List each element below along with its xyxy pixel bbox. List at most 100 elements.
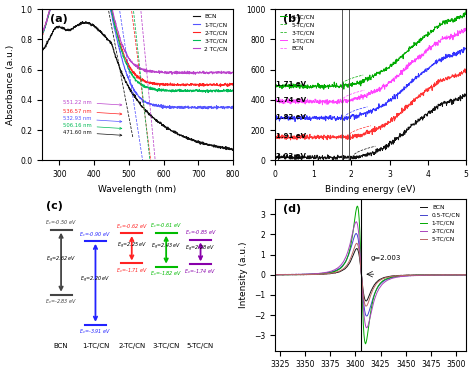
Text: 1.91 eV: 1.91 eV xyxy=(276,133,306,139)
Text: 1-TC/CN: 1-TC/CN xyxy=(82,343,109,349)
BCN xyxy=(363,298,369,303)
Text: (c): (c) xyxy=(46,201,63,211)
5-TC/CN xyxy=(462,26,468,30)
2-TC/CN xyxy=(155,82,161,86)
Text: $E_v$=-2.83 eV: $E_v$=-2.83 eV xyxy=(45,297,77,306)
Text: 551.22 nm: 551.22 nm xyxy=(63,100,122,106)
Text: $E_g$=2.28 eV: $E_g$=2.28 eV xyxy=(185,244,216,254)
3-TC/CN xyxy=(161,88,167,93)
2-TC/CN xyxy=(385,278,391,282)
2-TC/CN xyxy=(204,82,210,86)
1-TC/CN xyxy=(214,107,219,111)
2 TC/CN xyxy=(184,69,190,74)
2-TC/CN xyxy=(400,53,406,57)
X-axis label: Binding energy (eV): Binding energy (eV) xyxy=(325,185,416,194)
BCN xyxy=(462,92,467,96)
2 TC/CN xyxy=(204,70,210,75)
2 TC/CN xyxy=(230,70,236,74)
2-TC/CN xyxy=(306,272,311,276)
5-TC/CN xyxy=(272,272,278,277)
2-TC/CN xyxy=(321,87,327,92)
3-TC/CN xyxy=(155,87,161,92)
0.5-TC/CN xyxy=(364,314,369,318)
1-TC/CN xyxy=(272,272,278,277)
BCN xyxy=(359,153,365,158)
5-TC/CN xyxy=(354,241,360,246)
Line: 1-TC/CN: 1-TC/CN xyxy=(42,0,233,109)
0.5-TC/CN xyxy=(321,271,327,275)
Text: $E_v$=-1.71 eV: $E_v$=-1.71 eV xyxy=(116,266,148,274)
0.5-TC/CN xyxy=(359,276,365,281)
BCN xyxy=(150,115,156,120)
1-TC/CN xyxy=(230,104,236,108)
1-TC/CN xyxy=(463,68,469,72)
Text: 536.57 nm: 536.57 nm xyxy=(63,109,122,115)
Text: 3-TC/CN: 3-TC/CN xyxy=(153,343,180,349)
5-TC/CN xyxy=(272,97,278,102)
Text: $E_c$=-0.61 eV: $E_c$=-0.61 eV xyxy=(150,222,182,230)
Text: 506.16 nm: 506.16 nm xyxy=(63,123,122,129)
BCN xyxy=(306,272,311,277)
Text: 1.82 eV: 1.82 eV xyxy=(276,114,306,120)
2-TC/CN xyxy=(401,274,406,279)
X-axis label: Wavelength (nm): Wavelength (nm) xyxy=(99,185,177,194)
1-TC/CN xyxy=(400,109,406,113)
1-TC/CN xyxy=(416,93,422,97)
Text: $E_v$=-1.74 eV: $E_v$=-1.74 eV xyxy=(184,267,217,276)
BCN xyxy=(83,20,89,24)
2 TC/CN xyxy=(150,69,156,74)
BCN xyxy=(230,147,236,152)
2-TC/CN xyxy=(359,81,365,86)
Text: $E_g$=2.43 eV: $E_g$=2.43 eV xyxy=(151,242,182,252)
Legend: 2-TC/CN, 5-TC/CN, 3-TC/CN, 1-TC/CN, BCN: 2-TC/CN, 5-TC/CN, 3-TC/CN, 1-TC/CN, BCN xyxy=(278,12,318,54)
3-TC/CN xyxy=(463,46,469,51)
1-TC/CN xyxy=(39,33,45,37)
3-TC/CN xyxy=(321,116,327,120)
Text: (a): (a) xyxy=(50,13,67,24)
BCN xyxy=(184,136,190,141)
3-TC/CN xyxy=(184,88,190,93)
5-TC/CN xyxy=(306,99,311,104)
1-TC/CN xyxy=(321,271,327,276)
Text: $E_v$=-3.91 eV: $E_v$=-3.91 eV xyxy=(80,327,111,336)
3-TC/CN xyxy=(385,99,391,104)
Text: 532.93 nm: 532.93 nm xyxy=(63,116,122,123)
3-TC/CN xyxy=(359,112,365,116)
BCN xyxy=(155,120,161,124)
Line: 2 TC/CN: 2 TC/CN xyxy=(42,0,233,74)
BCN xyxy=(463,273,469,277)
5-TC/CN xyxy=(400,68,406,72)
Text: 1.74 eV: 1.74 eV xyxy=(276,97,306,103)
BCN xyxy=(463,92,469,96)
BCN xyxy=(272,272,278,277)
3-TC/CN xyxy=(461,45,467,50)
5-TC/CN xyxy=(463,273,469,278)
Text: $E_c$=-0.50 eV: $E_c$=-0.50 eV xyxy=(45,219,77,227)
1-TC/CN xyxy=(204,105,210,110)
5-TC/CN xyxy=(417,273,422,277)
2-TC/CN xyxy=(161,82,167,86)
2-TC/CN xyxy=(39,32,45,36)
Text: g=2.003: g=2.003 xyxy=(371,255,401,261)
Y-axis label: Intensity (a.u.): Intensity (a.u.) xyxy=(239,242,248,308)
5-TC/CN xyxy=(401,273,406,278)
1-TC/CN xyxy=(401,273,406,278)
Text: $E_c$=-0.90 eV: $E_c$=-0.90 eV xyxy=(80,230,111,238)
2-TC/CN xyxy=(184,82,190,86)
1-TC/CN xyxy=(359,281,365,285)
Line: 5-TC/CN: 5-TC/CN xyxy=(275,243,466,306)
1-TC/CN xyxy=(272,133,278,138)
Text: $E_g$=2.25 eV: $E_g$=2.25 eV xyxy=(117,240,147,250)
Line: 3-TC/CN: 3-TC/CN xyxy=(42,0,233,93)
Text: $E_g$=2.62 eV: $E_g$=2.62 eV xyxy=(46,254,76,265)
3-TC/CN xyxy=(204,88,210,92)
2-TC/CN xyxy=(321,82,327,87)
0.5-TC/CN xyxy=(417,273,422,278)
Line: 2-TC/CN: 2-TC/CN xyxy=(275,10,466,89)
Line: 1-TC/CN: 1-TC/CN xyxy=(275,69,466,140)
1-TC/CN xyxy=(462,67,467,71)
2-TC/CN xyxy=(218,84,223,89)
Text: $E_g$=2.20 eV: $E_g$=2.20 eV xyxy=(80,275,110,285)
1-TC/CN xyxy=(321,134,327,138)
BCN xyxy=(416,119,422,123)
